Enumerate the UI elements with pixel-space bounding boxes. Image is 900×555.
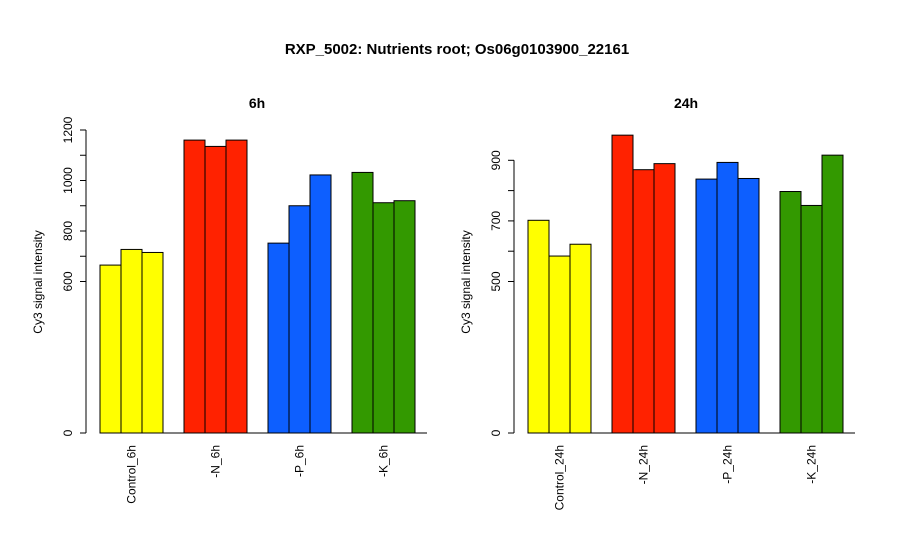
bars: [99, 139, 416, 434]
bar: [372, 202, 395, 434]
bar: [695, 178, 718, 434]
panel-24h: 24h Cy3 signal intensity 0 500 700 900 Cont…: [459, 95, 855, 510]
y-tick-label: 0: [489, 429, 503, 436]
y-axis-label: Cy3 signal intensity: [31, 230, 45, 333]
bar: [225, 139, 248, 434]
y-tick-label: 900: [489, 150, 503, 170]
y-tick-label: 800: [61, 221, 75, 241]
bar: [632, 169, 655, 434]
x-category-label: Control_24h: [553, 445, 567, 510]
y-tick-label: 700: [489, 211, 503, 231]
y-tick-label: 600: [61, 271, 75, 291]
x-category-labels: Control_24h -N_24h -P_24h -K_24h: [553, 445, 819, 510]
bar: [653, 163, 676, 434]
x-category-label: Control_6h: [125, 445, 139, 504]
y-tick-label: 500: [489, 271, 503, 291]
bar: [821, 154, 844, 434]
y-tick-label: 1000: [61, 167, 75, 194]
y-axis-label: Cy3 signal intensity: [459, 230, 473, 333]
x-category-label: -P_24h: [721, 445, 735, 484]
bar: [267, 242, 290, 434]
bar: [120, 248, 143, 434]
bar: [204, 145, 227, 434]
x-category-label: -N_6h: [209, 445, 223, 478]
bar: [800, 204, 823, 434]
bar: [779, 191, 802, 434]
x-category-label: -K_24h: [805, 445, 819, 484]
bar: [737, 177, 760, 434]
bar: [351, 171, 374, 434]
bars: [527, 134, 844, 434]
bar: [309, 174, 332, 434]
bar: [99, 264, 122, 434]
panel-title: 6h: [249, 95, 265, 111]
bar: [393, 200, 416, 434]
x-category-labels: Control_6h -N_6h -P_6h -K_6h: [125, 445, 391, 504]
x-category-label: -K_6h: [377, 445, 391, 477]
panel-title: 24h: [674, 95, 698, 111]
x-category-label: -P_6h: [293, 445, 307, 477]
figure-title: RXP_5002: Nutrients root; Os06g0103900_2…: [285, 41, 629, 58]
bar: [716, 161, 739, 434]
x-category-label: -N_24h: [637, 445, 651, 484]
bar: [548, 255, 571, 434]
bar: [569, 243, 592, 434]
y-tick-label: 1200: [61, 116, 75, 143]
panel-6h: 6h Cy3 signal intensity 060080010001200 …: [31, 95, 427, 504]
y-tick-label: 0: [61, 429, 75, 436]
bar: [141, 251, 164, 434]
bar: [527, 219, 550, 434]
bar: [611, 134, 634, 434]
bar: [288, 205, 311, 434]
bar: [183, 139, 206, 434]
